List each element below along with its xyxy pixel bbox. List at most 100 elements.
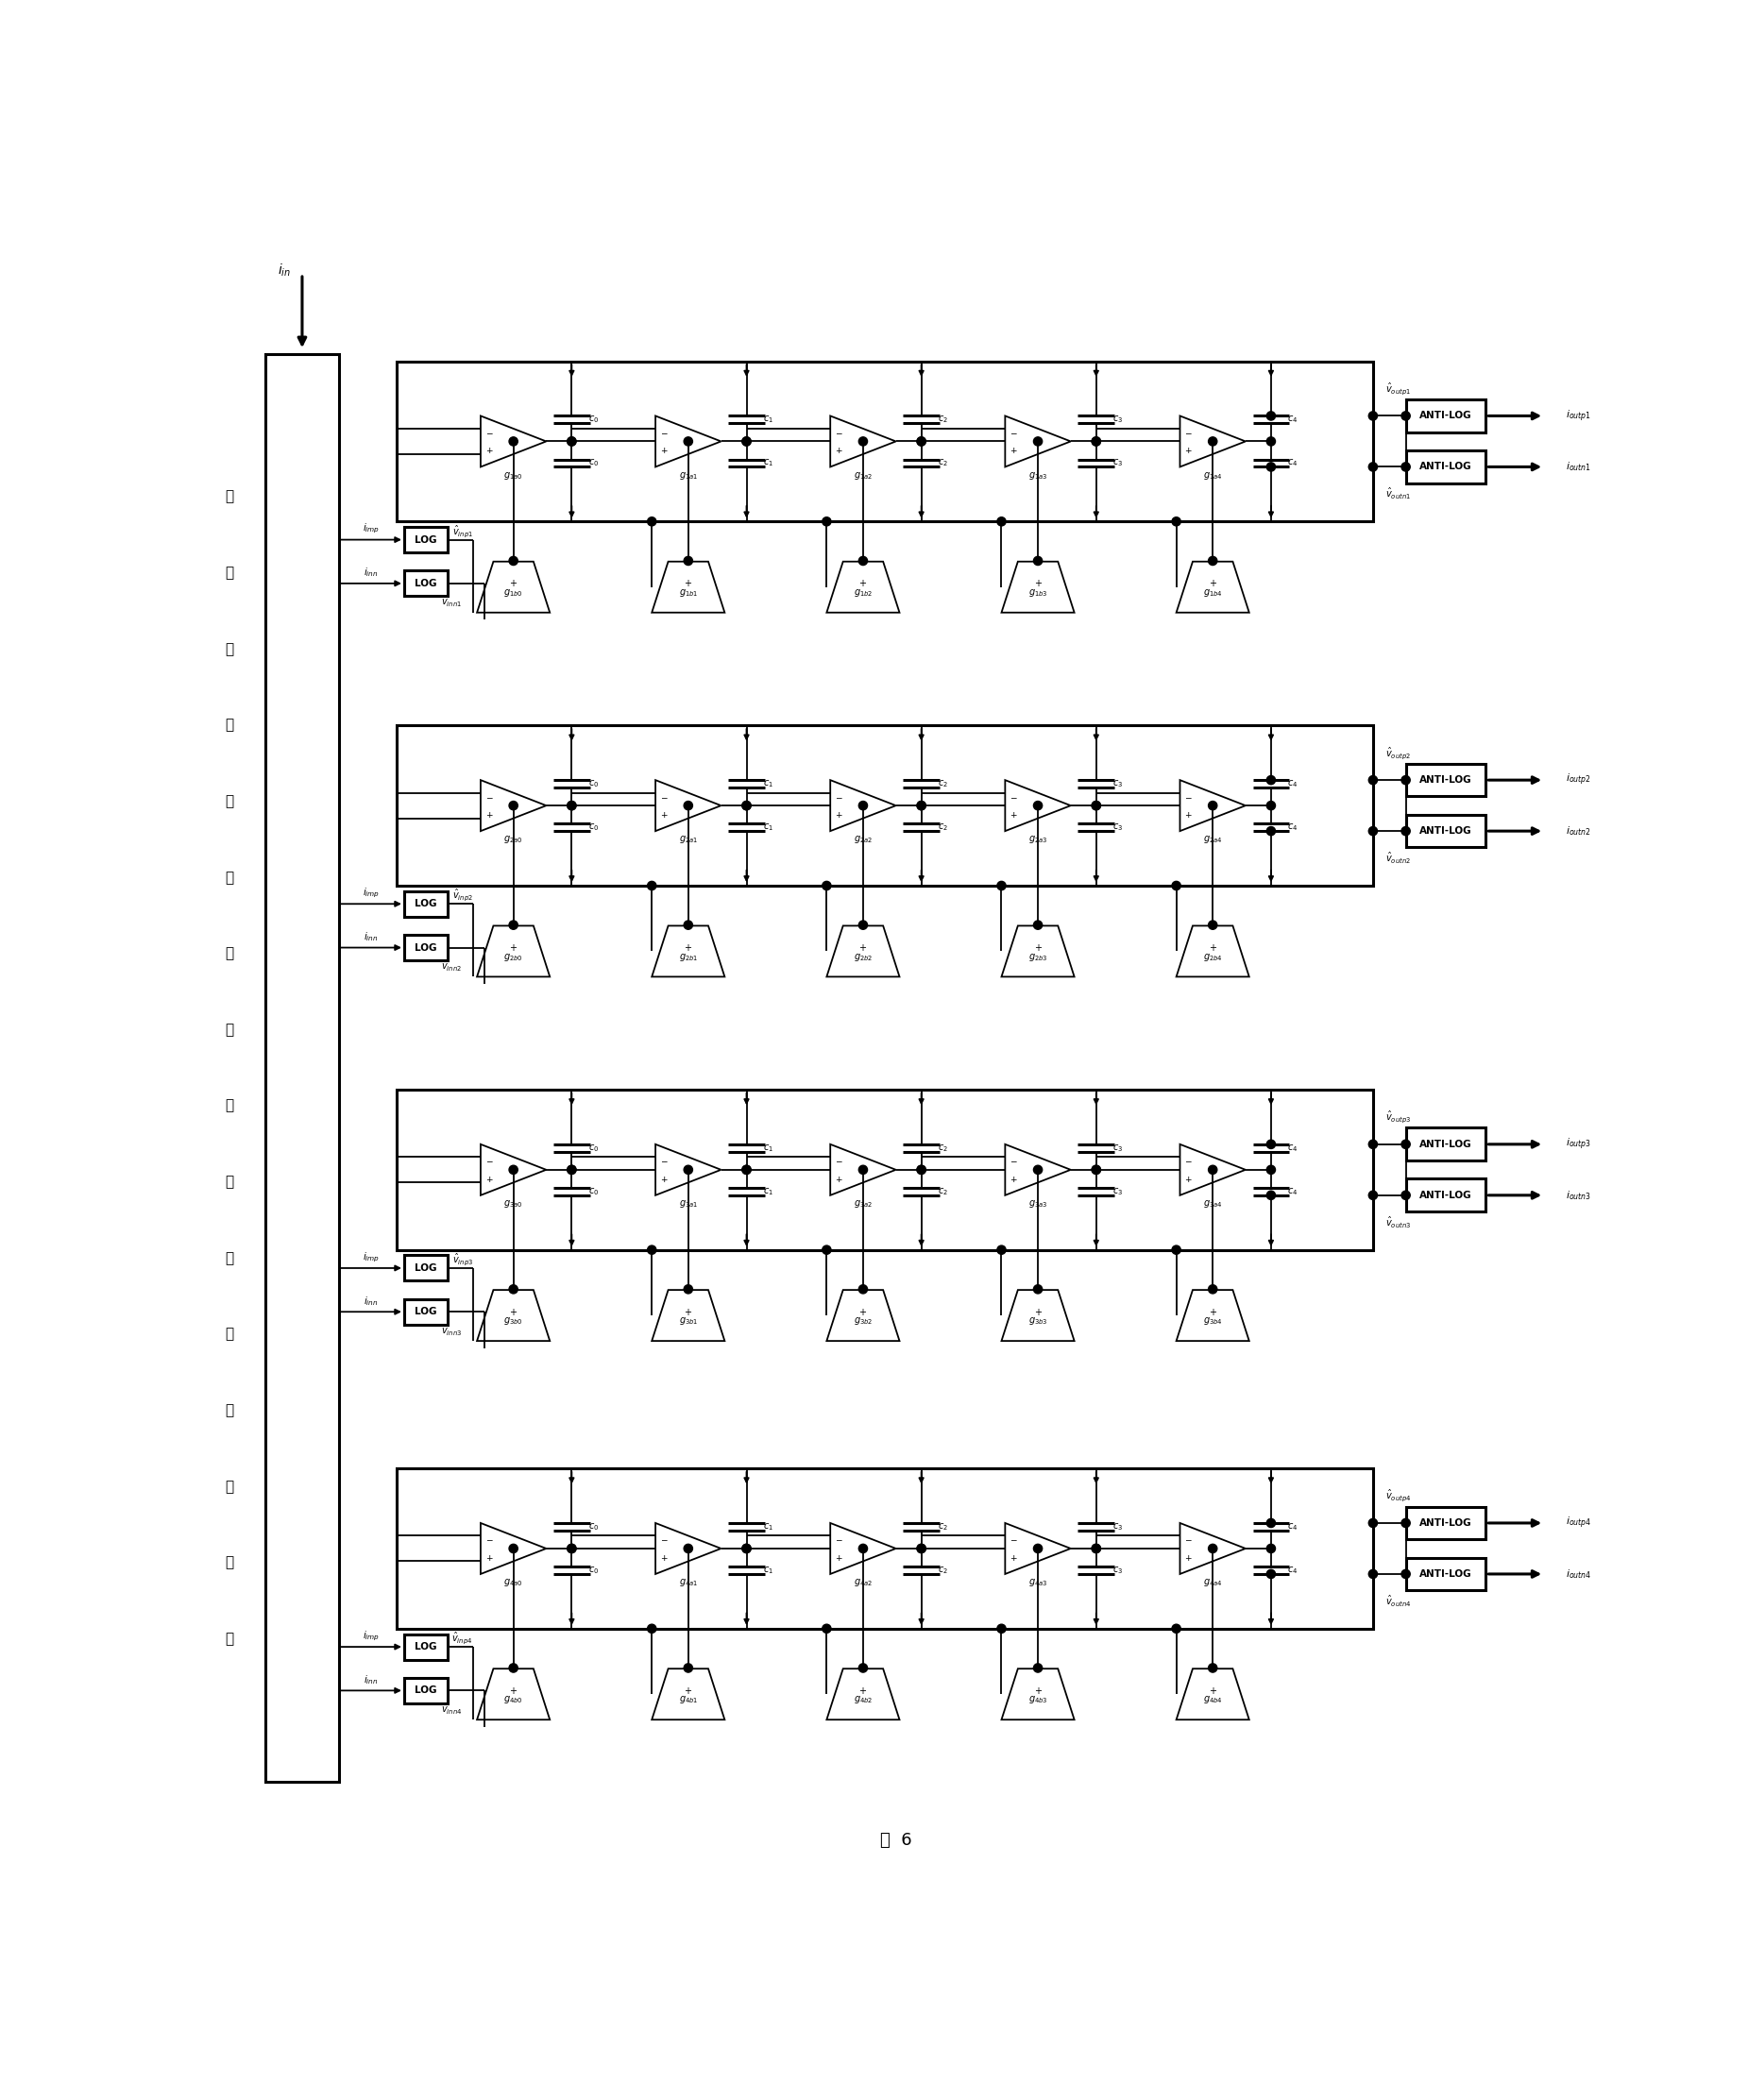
Text: $+$: $+$ — [661, 445, 668, 456]
Circle shape — [918, 1166, 926, 1174]
Circle shape — [647, 1623, 656, 1634]
Circle shape — [918, 437, 926, 445]
Text: $+$: $+$ — [1185, 445, 1192, 456]
Text: $-$: $-$ — [836, 1157, 843, 1166]
Text: $\hat{v}_{outp3}$: $\hat{v}_{outp3}$ — [1386, 1109, 1411, 1126]
Circle shape — [1092, 802, 1101, 811]
Text: $+$: $+$ — [509, 1306, 517, 1317]
Polygon shape — [477, 926, 551, 977]
Polygon shape — [827, 1670, 900, 1720]
Text: $+$: $+$ — [836, 1174, 843, 1184]
Circle shape — [1033, 437, 1042, 445]
Text: 产: 产 — [225, 947, 234, 960]
Polygon shape — [1002, 926, 1075, 977]
Text: 电: 电 — [225, 1327, 234, 1342]
Text: $\hat{v}_{outn4}$: $\hat{v}_{outn4}$ — [1386, 1594, 1411, 1609]
Circle shape — [568, 802, 577, 811]
Text: $c_2$: $c_2$ — [939, 779, 949, 790]
Text: $g_{1b4}$: $g_{1b4}$ — [1203, 588, 1222, 598]
Polygon shape — [1176, 561, 1250, 613]
Circle shape — [1267, 1191, 1276, 1199]
Circle shape — [509, 437, 517, 445]
Bar — [397, 724, 1372, 886]
Circle shape — [1267, 802, 1276, 811]
Polygon shape — [1176, 926, 1250, 977]
Text: $+$: $+$ — [683, 943, 692, 953]
Text: $g_{4a0}$: $g_{4a0}$ — [503, 1577, 523, 1588]
Circle shape — [1369, 1140, 1377, 1149]
Text: $g_{2b0}$: $g_{2b0}$ — [503, 951, 523, 962]
Text: $i_{outn3}$: $i_{outn3}$ — [1566, 1189, 1592, 1201]
Text: $+$: $+$ — [1033, 1306, 1042, 1317]
Text: $\hat{v}_{outp1}$: $\hat{v}_{outp1}$ — [1386, 380, 1411, 397]
Text: $c_4$: $c_4$ — [1288, 1520, 1299, 1533]
Circle shape — [683, 1166, 692, 1174]
Text: $i_{imp}$: $i_{imp}$ — [364, 1250, 379, 1264]
Text: $+$: $+$ — [858, 943, 867, 953]
Circle shape — [568, 1544, 577, 1552]
Text: $c_3$: $c_3$ — [1113, 1142, 1124, 1153]
Text: $+$: $+$ — [1033, 578, 1042, 588]
Circle shape — [1033, 1285, 1042, 1294]
Circle shape — [1171, 1245, 1180, 1254]
Text: 分: 分 — [225, 565, 234, 580]
Circle shape — [1033, 1544, 1042, 1552]
Text: 电: 电 — [225, 1556, 234, 1571]
Text: $c_3$: $c_3$ — [1113, 779, 1124, 790]
Text: $i_{imp}$: $i_{imp}$ — [364, 1630, 379, 1642]
Circle shape — [1369, 1191, 1377, 1199]
Text: $g_{3b3}$: $g_{3b3}$ — [1028, 1315, 1047, 1327]
Polygon shape — [481, 1145, 545, 1195]
Text: $g_{1a0}$: $g_{1a0}$ — [503, 470, 523, 481]
Text: ANTI-LOG: ANTI-LOG — [1419, 825, 1472, 836]
Text: $g_{3a4}$: $g_{3a4}$ — [1203, 1199, 1222, 1210]
Text: $g_{2a0}$: $g_{2a0}$ — [503, 834, 523, 846]
Text: ANTI-LOG: ANTI-LOG — [1419, 1569, 1472, 1579]
Text: $c_1$: $c_1$ — [764, 1142, 774, 1153]
Text: $c_4$: $c_4$ — [1288, 779, 1299, 790]
Circle shape — [1402, 1191, 1411, 1199]
Text: $c_1$: $c_1$ — [764, 1520, 774, 1533]
Circle shape — [509, 920, 517, 930]
Text: $+$: $+$ — [486, 1554, 493, 1562]
Text: 路: 路 — [225, 1174, 234, 1189]
Circle shape — [743, 802, 752, 811]
Circle shape — [568, 802, 577, 811]
Circle shape — [743, 437, 752, 445]
Circle shape — [568, 1166, 577, 1174]
Text: $c_3$: $c_3$ — [1113, 821, 1124, 834]
Text: $-$: $-$ — [1010, 1157, 1017, 1166]
Circle shape — [1267, 1518, 1276, 1527]
Circle shape — [996, 1245, 1005, 1254]
Text: $i_{inn}$: $i_{inn}$ — [364, 567, 379, 580]
Text: $c_4$: $c_4$ — [1288, 1564, 1299, 1575]
Text: $c_3$: $c_3$ — [1113, 1564, 1124, 1575]
Text: $+$: $+$ — [858, 1306, 867, 1317]
Text: $i_{in}$: $i_{in}$ — [278, 262, 290, 279]
Circle shape — [1267, 1544, 1276, 1552]
Circle shape — [1369, 412, 1377, 420]
Circle shape — [1033, 1166, 1042, 1174]
Circle shape — [1208, 437, 1217, 445]
Text: $c_0$: $c_0$ — [589, 1142, 600, 1153]
Circle shape — [1033, 556, 1042, 565]
Text: $c_2$: $c_2$ — [939, 821, 949, 834]
Circle shape — [1033, 1663, 1042, 1672]
Polygon shape — [652, 926, 725, 977]
Text: LOG: LOG — [414, 943, 437, 951]
Circle shape — [1369, 827, 1377, 836]
Bar — [404, 1300, 447, 1325]
Text: $g_{4b0}$: $g_{4b0}$ — [503, 1695, 523, 1705]
Text: $i_{outn4}$: $i_{outn4}$ — [1566, 1567, 1592, 1581]
Text: $i_{inn}$: $i_{inn}$ — [364, 1294, 379, 1308]
Text: $-$: $-$ — [1185, 1157, 1192, 1166]
Text: $g_{3b0}$: $g_{3b0}$ — [503, 1315, 523, 1327]
Text: $g_{3b2}$: $g_{3b2}$ — [853, 1315, 872, 1327]
Bar — [266, 355, 339, 1781]
Text: $g_{2b3}$: $g_{2b3}$ — [1028, 951, 1047, 962]
Text: 与: 与 — [225, 1252, 234, 1264]
Text: LOG: LOG — [414, 536, 437, 544]
Circle shape — [1092, 437, 1101, 445]
Text: 入: 入 — [225, 718, 234, 733]
Text: $\hat{v}_{inn3}$: $\hat{v}_{inn3}$ — [440, 1323, 461, 1338]
